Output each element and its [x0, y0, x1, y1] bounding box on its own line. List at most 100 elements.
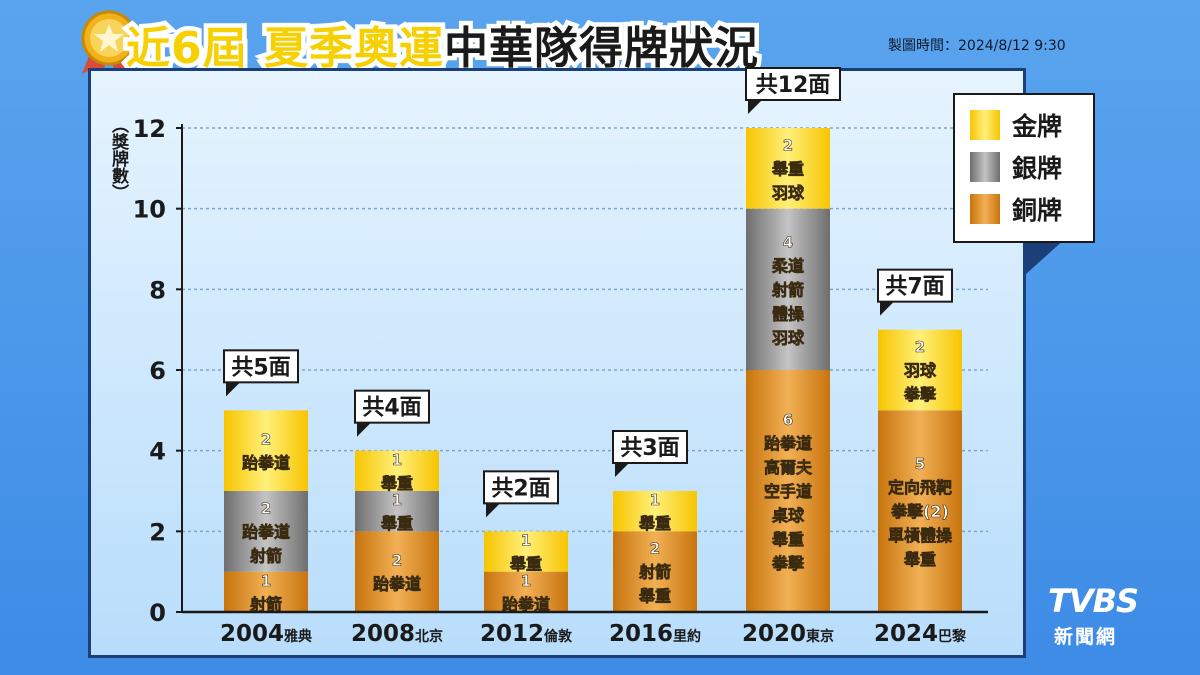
bar-label: 跆拳道: [373, 575, 421, 594]
bar-label: 射箭: [249, 595, 282, 614]
bar-label: 定向飛靶: [887, 478, 952, 497]
bar-label: 1: [392, 491, 402, 509]
bar-label: 舉重: [638, 587, 671, 606]
legend-swatch-bronze: [970, 194, 1000, 224]
bar-label: 高爾夫: [764, 458, 813, 477]
bar-segment-bronze: [613, 531, 697, 612]
tvbs-logo: TVBS 新聞網: [1040, 582, 1190, 662]
y-tick-label: 8: [149, 276, 166, 304]
total-callout-box: [877, 268, 953, 303]
bar-label: 5: [915, 455, 925, 473]
logo-sub-text: 新聞網: [1054, 626, 1118, 648]
y-tick-label: 0: [149, 599, 166, 627]
bar-segment-bronze: [484, 571, 568, 612]
total-label: 共7面: [885, 275, 944, 300]
callout-pointer: [357, 422, 371, 437]
bar-label: 柔道: [771, 256, 804, 275]
callout-pointer: [748, 100, 762, 114]
y-tick-label: 6: [149, 357, 166, 385]
y-tick-label: 12: [133, 115, 166, 143]
x-tick-label: 2004雅典: [220, 621, 312, 647]
bar-label: 舉重: [380, 474, 413, 493]
total-label: 共4面: [362, 396, 421, 421]
bar-label: 拳擊: [771, 554, 805, 573]
total-label: 共5面: [231, 355, 290, 380]
bar-segment-silver: [355, 491, 439, 532]
bar-label: 射箭: [638, 563, 671, 582]
bar-label: 舉重: [509, 555, 542, 574]
x-tick-label: 2008北京: [351, 621, 443, 647]
bar-label: 桌球: [772, 506, 805, 525]
bar-label: 1: [392, 451, 402, 469]
bar-label: 羽球: [772, 183, 805, 202]
legend-label-bronze: 銅牌: [1012, 196, 1062, 225]
bar-label: 舉重: [771, 159, 804, 178]
y-tick-label: 2: [149, 518, 166, 546]
bar-segment-gold: [484, 531, 568, 572]
legend-label-silver: 銀牌: [1012, 154, 1062, 183]
bar-segment-gold: [224, 410, 308, 491]
bar-label: 6: [783, 411, 793, 429]
bar-label: 1: [650, 491, 660, 509]
bar-segment-silver: [746, 208, 830, 370]
legend-label-gold: 金牌: [1011, 112, 1062, 141]
bar-label: 2: [392, 552, 402, 570]
bar-label: 2: [915, 338, 925, 356]
panel-corner-decoration: [1026, 238, 1066, 274]
bar-label: 拳擊: [903, 385, 937, 404]
bar-label: 跆拳道: [764, 434, 812, 453]
timestamp: 製圖時間：2024/8/12 9:30: [888, 38, 1066, 54]
bar-segment-silver: [224, 491, 308, 572]
bar-label: 羽球: [772, 328, 805, 347]
bar-label: 2: [783, 136, 793, 154]
y-tick-label: 4: [149, 438, 166, 466]
callout-pointer: [226, 382, 240, 397]
total-callout-box: [223, 349, 299, 384]
bar-label: 舉重: [638, 514, 671, 533]
total-label: 共2面: [491, 476, 550, 501]
bar-label: 舉重: [380, 514, 413, 533]
bar-label: 體操: [772, 304, 805, 323]
total-callout-box: [612, 430, 688, 464]
bar-label: 射箭: [249, 546, 282, 565]
y-axis-label: （獎牌數）: [108, 116, 130, 201]
bar-label: 單槓體操: [888, 526, 953, 545]
bar-segment-bronze: [224, 571, 308, 612]
bar-segment-gold: [355, 450, 439, 491]
legend-swatch-silver: [970, 152, 1000, 182]
bar-label: 1: [261, 572, 271, 590]
total-callout-box: [483, 470, 559, 505]
callout-pointer: [615, 463, 629, 477]
legend-swatch-gold: [970, 110, 1000, 140]
logo-main-text: TVBS: [1048, 582, 1139, 620]
total-callout-box: [354, 389, 430, 424]
bar-label: 拳擊(2): [890, 502, 949, 521]
x-tick-label: 2012倫敦: [480, 621, 573, 647]
total-label: 共12面: [756, 73, 831, 98]
bar-label: 跆拳道: [502, 595, 550, 614]
total-label: 共3面: [620, 436, 679, 461]
bar-label: 舉重: [771, 530, 804, 549]
bar-label: 空手道: [764, 482, 812, 501]
bar-label: 羽球: [904, 361, 937, 380]
bar-label: 跆拳道: [242, 454, 290, 473]
bar-label: 2: [650, 540, 660, 558]
bar-label: 跆拳道: [242, 522, 290, 541]
y-tick-label: 10: [133, 196, 166, 224]
callout-pointer: [486, 503, 500, 518]
x-tick-label: 2024巴黎: [874, 621, 966, 647]
bar-segment-gold: [878, 329, 962, 411]
bar-label: 2: [261, 499, 271, 517]
total-callout-box: [745, 67, 841, 101]
bar-label: 射箭: [771, 280, 804, 299]
bar-label: 2: [261, 431, 271, 449]
bar-label: 1: [521, 572, 531, 590]
bar-label: 4: [783, 233, 793, 251]
bar-segment-bronze: [878, 410, 962, 612]
callout-pointer: [880, 301, 894, 316]
bar-segment-bronze: [355, 531, 439, 612]
bar-label: 舉重: [903, 550, 936, 569]
x-tick-label: 2016里約: [609, 621, 701, 647]
